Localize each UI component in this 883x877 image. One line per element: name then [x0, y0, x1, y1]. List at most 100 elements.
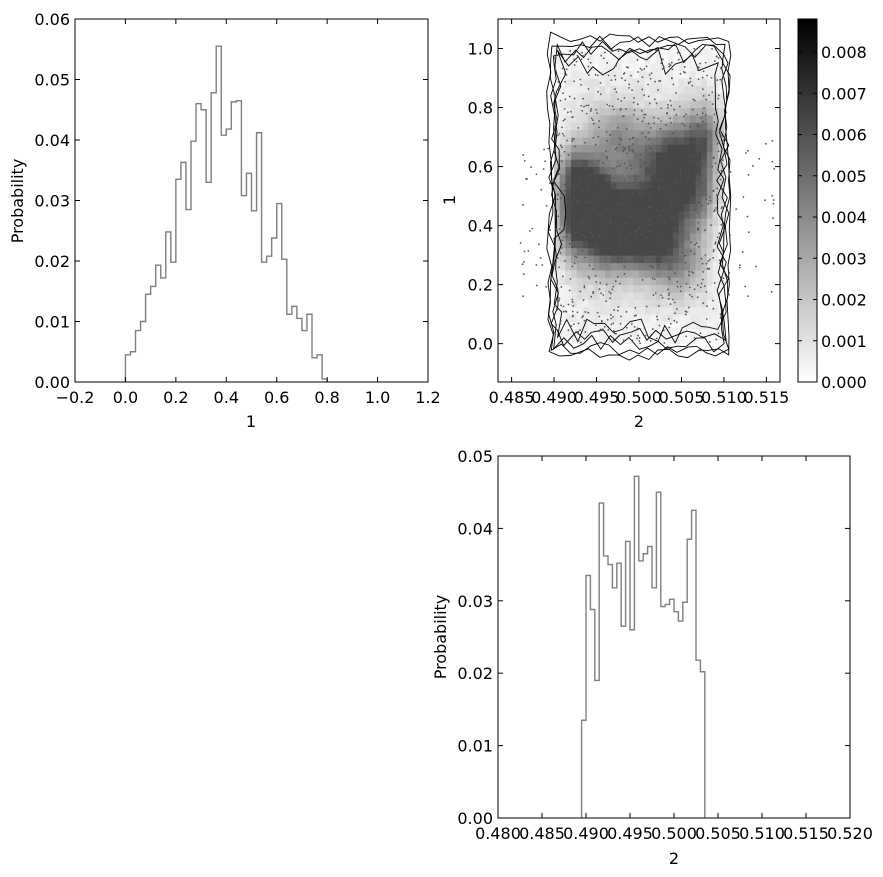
density-point — [618, 203, 621, 206]
density-cell — [605, 107, 612, 116]
density-point — [632, 113, 635, 116]
density-cell — [655, 255, 663, 263]
density-cell — [599, 196, 606, 204]
density-cell — [554, 269, 561, 278]
density-point — [630, 164, 632, 167]
density-cell — [610, 196, 617, 204]
density-cell — [718, 55, 725, 64]
density-cell — [605, 144, 612, 153]
density-cell — [571, 321, 578, 330]
density-point — [687, 148, 690, 151]
density-cell — [718, 151, 725, 160]
density-cell — [627, 262, 634, 271]
density-point — [684, 310, 687, 313]
density-cell — [650, 240, 657, 249]
density-point — [711, 165, 714, 168]
density-cell — [599, 210, 606, 219]
density-cell — [661, 122, 668, 131]
density-point — [582, 221, 585, 224]
density-point — [585, 104, 588, 107]
density-cell — [616, 70, 623, 79]
density-point — [609, 297, 612, 300]
density-cell — [650, 269, 657, 278]
density-cell — [605, 85, 612, 94]
histogram-1-bin — [176, 179, 181, 382]
density-cell — [576, 114, 583, 123]
density-point — [676, 180, 678, 182]
density-point — [572, 185, 574, 188]
density-point — [568, 289, 571, 292]
density-point — [557, 80, 560, 83]
density-point — [573, 64, 576, 66]
density-cell — [718, 173, 725, 182]
density-point — [695, 242, 698, 244]
density-cell — [599, 100, 606, 109]
density-cell — [627, 232, 634, 241]
density-point — [708, 196, 711, 199]
density-cell — [593, 328, 600, 337]
density-point — [709, 340, 711, 343]
histogram-1-bin — [181, 162, 186, 382]
density-cell — [559, 240, 566, 249]
density-cell — [633, 299, 640, 308]
density-cell — [599, 85, 606, 94]
density-cell — [695, 70, 702, 79]
density-point — [572, 305, 575, 307]
density-cell — [678, 114, 685, 123]
density-cell — [661, 247, 668, 256]
density-cell — [627, 166, 634, 175]
density-point — [590, 295, 593, 298]
density-point — [695, 140, 698, 143]
density-point — [527, 249, 530, 252]
density-cell — [695, 92, 702, 101]
density-point — [701, 182, 703, 184]
density-point — [679, 173, 682, 175]
histogram-1-bin — [246, 173, 251, 382]
density-cell — [718, 291, 725, 300]
density-cell — [706, 85, 714, 94]
density-cell — [588, 92, 595, 101]
density-point — [665, 124, 667, 126]
density-cell — [661, 144, 668, 153]
density-cell — [678, 210, 685, 219]
density-cell — [633, 203, 640, 212]
density-point — [526, 178, 528, 181]
density-point — [716, 198, 719, 201]
density-cell — [610, 255, 617, 263]
density-point — [644, 161, 647, 164]
density-cell — [650, 225, 657, 234]
density-point — [691, 270, 693, 273]
density-cell — [605, 255, 612, 263]
density-point — [679, 52, 681, 55]
density-point — [581, 316, 583, 319]
density-cell — [622, 137, 629, 145]
density-point — [634, 178, 637, 181]
density-cell — [576, 210, 583, 219]
density-cell — [695, 240, 702, 249]
density-cell — [672, 284, 680, 293]
density-point — [573, 80, 575, 83]
density-cell — [627, 203, 634, 212]
density-point — [673, 234, 676, 237]
density-cell — [571, 144, 578, 153]
density-point — [680, 220, 683, 223]
density-cell — [701, 78, 708, 86]
density-point — [667, 288, 670, 291]
density-cell — [678, 181, 685, 190]
density-cell — [605, 129, 612, 138]
density-cell — [605, 210, 612, 219]
density-cell — [559, 269, 566, 278]
density-point — [705, 262, 708, 265]
density-point — [610, 317, 612, 320]
density-point — [746, 215, 749, 218]
density-point — [658, 187, 660, 190]
density-point — [672, 132, 675, 135]
density-point — [713, 60, 716, 62]
density-cell — [582, 55, 589, 64]
density-point — [676, 201, 679, 204]
density-cell — [588, 262, 595, 271]
density-cell — [672, 321, 680, 330]
density-point — [684, 71, 686, 74]
density-cell — [672, 210, 680, 219]
density-cell — [610, 210, 617, 219]
